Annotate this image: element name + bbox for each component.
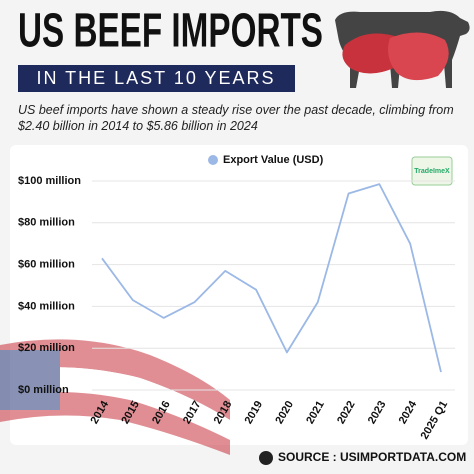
logo-box: [411, 156, 453, 186]
legend-marker: [208, 155, 218, 165]
subtitle: IN THE LAST 10 YEARS: [36, 68, 275, 88]
globe-icon: [259, 451, 273, 465]
line: [101, 183, 442, 373]
flag-decoration: [0, 339, 230, 455]
y-tick-label: $60 million: [18, 259, 75, 271]
meat-icon: [342, 33, 404, 74]
y-tick-label: $40 million: [18, 300, 75, 312]
description: US beef imports have shown a steady rise…: [18, 103, 454, 133]
source: SOURCE : USIMPORTDATA.COM: [278, 450, 466, 464]
y-tick-label: $80 million: [18, 217, 75, 229]
logo: TradeImeX: [414, 168, 450, 175]
subtitle-banner: [18, 65, 295, 92]
y-tick-label: $100 million: [18, 175, 81, 187]
meat-icon: [388, 32, 449, 81]
y-tick-label: $0 million: [18, 384, 69, 396]
y-tick-label: $20 million: [18, 342, 75, 354]
title: US BEEF IMPORTS: [18, 5, 323, 58]
legend-label: Export Value (USD): [223, 154, 324, 166]
